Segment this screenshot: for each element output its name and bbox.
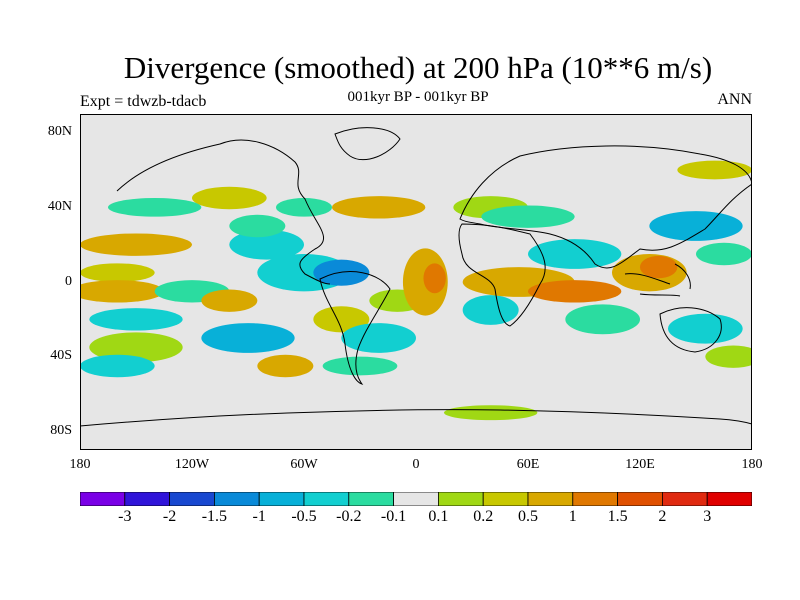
colorbar [80, 492, 752, 506]
colorbar-box-1 [124, 492, 170, 506]
lat-tick-80n: 80N [47, 124, 72, 139]
colorbar-label: 3 [703, 508, 712, 525]
field-blob-33 [481, 205, 575, 228]
map-panel [80, 114, 752, 450]
lon-tick-60e: 60E [516, 457, 540, 472]
field-blob-13 [80, 354, 155, 378]
colorbar-box-6 [348, 492, 394, 506]
lon-tick-120w: 120W [174, 457, 210, 472]
field-blob-25 [565, 304, 640, 335]
field-blob-24 [528, 239, 622, 269]
colorbar-box-5 [303, 492, 350, 506]
lat-tick-40s: 40S [50, 348, 72, 363]
field-blob-7 [80, 263, 155, 282]
field-blob-11 [201, 289, 258, 312]
colorbar-box-2 [169, 492, 215, 506]
field-blob-36 [677, 160, 752, 180]
field-blob-4 [192, 186, 267, 210]
colorbar-box-0 [80, 492, 126, 506]
colorbar-box-14 [706, 492, 752, 506]
colorbar-box-4 [258, 492, 305, 506]
colorbar-label: -2 [162, 508, 177, 525]
field-blob-14 [201, 323, 295, 353]
coast-greenland [334, 127, 401, 161]
field-blob-34 [332, 196, 426, 219]
map-title: Divergence (smoothed) at 200 hPa (10**6 … [123, 50, 713, 85]
coast-south-america [319, 271, 391, 385]
map-svg [80, 114, 752, 450]
colorbar-label: 0.2 [473, 508, 494, 525]
lon-tick-60w: 60W [290, 457, 318, 472]
colorbar-box-12 [617, 492, 663, 506]
field-blob-21 [462, 295, 519, 325]
field-blob-12 [89, 332, 183, 363]
field-blob-27 [640, 255, 678, 279]
colorbar-box-10 [527, 492, 574, 506]
coast-eurasia [459, 145, 752, 269]
colorbar-label: -0.2 [336, 508, 362, 525]
colorbar-box-3 [213, 492, 260, 506]
field-blob-3 [229, 214, 286, 238]
field-blob-2 [229, 229, 304, 260]
colorbar-label: -1.5 [201, 508, 228, 525]
coast-north-america [116, 139, 331, 285]
coast-antarctica [80, 409, 752, 427]
field-blob-35 [276, 198, 332, 217]
lon-tick-0: 0 [412, 457, 420, 472]
colorbar-label: 2 [658, 508, 667, 525]
coast-indonesia [624, 263, 691, 297]
colorbar-box-7 [393, 492, 439, 506]
map-subtitle: 001kyr BP - 001kyr BP [347, 89, 489, 105]
colorbar-label: -3 [118, 508, 132, 525]
colorbar-label: -1 [252, 508, 266, 525]
lat-tick-80s: 80S [50, 423, 72, 438]
field-blob-37 [444, 405, 538, 421]
colorbar-label: 0.1 [428, 508, 449, 525]
colorbar-label: 1 [568, 508, 577, 525]
field-blob-30 [668, 313, 743, 344]
colorbar-label: 1.5 [607, 508, 628, 525]
field-blob-29 [696, 242, 752, 266]
coast-africa [458, 223, 546, 327]
field-blob-31 [705, 345, 752, 368]
field-blob-10 [89, 308, 183, 331]
colorbar-label: -0.5 [291, 508, 317, 525]
field-blob-15 [257, 354, 314, 378]
experiment-label: Expt = tdwzb-tdacb [80, 93, 207, 110]
field-blob-1 [313, 259, 370, 286]
lon-tick-120e: 120E [625, 457, 655, 472]
divergence-field [80, 160, 752, 421]
coast-australia [659, 307, 722, 353]
colorbar-label: -0.1 [380, 508, 407, 525]
field-blob-28 [649, 211, 743, 241]
colorbar-box-9 [482, 492, 529, 506]
field-blob-23 [528, 280, 622, 303]
colorbar-box-11 [572, 492, 618, 506]
coastlines [80, 127, 752, 427]
field-blob-16 [313, 306, 370, 333]
field-blob-17 [341, 323, 416, 353]
field-blob-6 [80, 233, 192, 256]
lon-tick-180e: 180 [741, 457, 763, 472]
season-label: ANN [717, 91, 752, 108]
colorbar-label: 0.5 [518, 508, 538, 525]
lon-tick-180w: 180 [69, 457, 91, 472]
lat-tick-eq: 0 [65, 274, 72, 289]
colorbar-box-13 [662, 492, 708, 506]
map-border [80, 114, 752, 450]
field-blob-8 [80, 280, 164, 303]
field-blob-20 [423, 263, 446, 294]
colorbar-box-8 [437, 492, 484, 506]
lat-tick-40n: 40N [47, 199, 72, 214]
field-blob-38 [322, 356, 398, 376]
field-blob-5 [108, 198, 202, 217]
